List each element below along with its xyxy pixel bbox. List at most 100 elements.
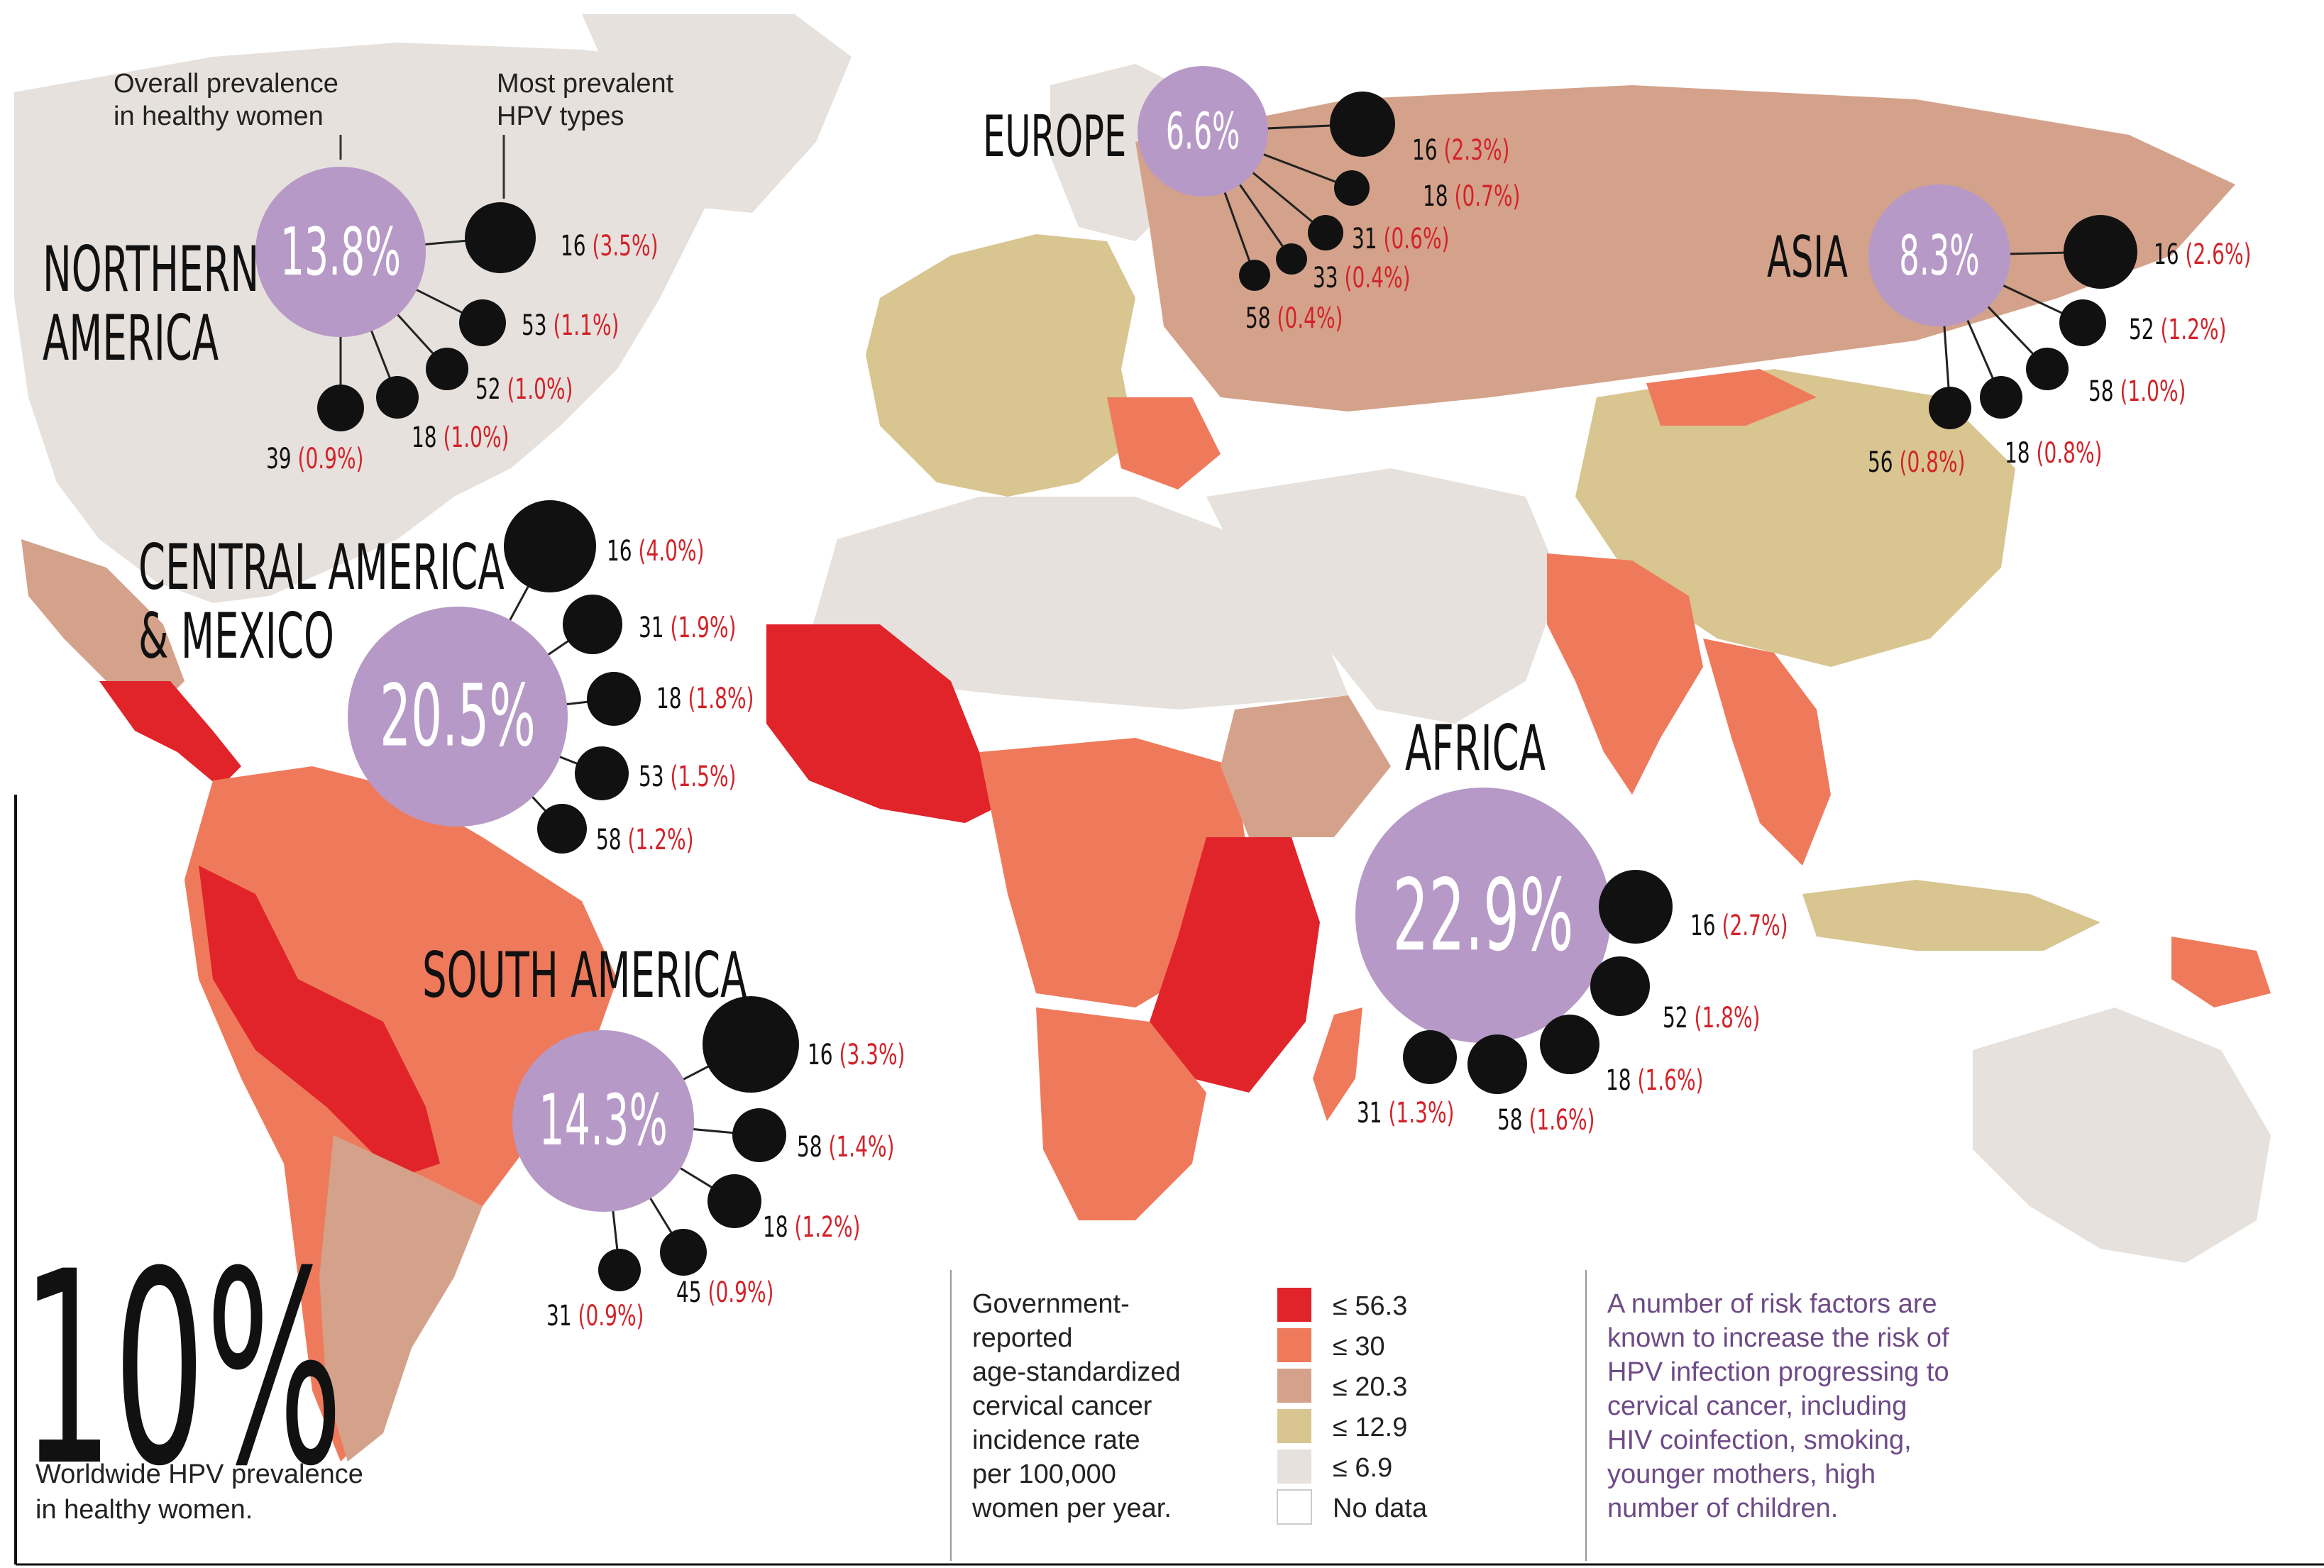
hpv-type-dot [587, 672, 641, 726]
hpv-type-dot [1239, 260, 1270, 291]
hpv-type-dot [1590, 956, 1650, 1016]
land-india [1547, 553, 1703, 795]
hpv-type-label: 58 (1.2%) [596, 824, 693, 856]
legend-swatch [1277, 1409, 1311, 1443]
hpv-type-percent: (0.6%) [1384, 223, 1450, 255]
hpv-type-dot [1308, 215, 1343, 250]
hpv-type-percent: (2.3%) [1444, 134, 1510, 167]
hpv-type-percent: (1.3%) [1389, 1097, 1455, 1130]
hpv-type-percent: (0.4%) [1277, 302, 1343, 335]
worldwide-prevalence-label: Worldwide HPV prevalence in healthy wome… [35, 1459, 363, 1525]
hpv-type-number: 16 [808, 1039, 839, 1071]
hpv-type-label: 58 (1.0%) [2088, 375, 2186, 408]
land-mexico [21, 539, 185, 710]
annotation-most-prevalent: Most prevalent HPV types [497, 69, 674, 131]
hpv-type-dot [563, 595, 622, 654]
land-eastern-europe [1107, 397, 1221, 490]
prevalence-value: 14.3% [539, 1080, 667, 1161]
hpv-type-label: 53 (1.5%) [639, 761, 736, 793]
land-mongolia [1646, 369, 1817, 426]
hpv-type-number: 58 [1497, 1104, 1529, 1137]
legend-title-line: reported [972, 1323, 1073, 1353]
hpv-type-percent: (1.2%) [795, 1211, 861, 1244]
prevalence-value: 22.9% [1392, 858, 1573, 973]
hpv-type-percent: (3.3%) [839, 1039, 905, 1071]
land-horn-africa [1221, 695, 1391, 837]
risk-note-line: cervical cancer, including [1607, 1391, 1907, 1421]
annotation-overall-prevalence-line1: Overall prevalence [114, 69, 338, 99]
hpv-type-number: 31 [546, 1300, 578, 1332]
hpv-type-percent: (1.9%) [671, 612, 737, 644]
hpv-type-dot [1980, 376, 2022, 419]
hpv-type-percent: (1.2%) [628, 824, 694, 856]
hpv-type-percent: (0.8%) [1900, 446, 1966, 479]
legend-title-line: Government- [972, 1289, 1130, 1319]
hpv-type-dot [1540, 1015, 1599, 1074]
worldwide-prevalence-value: 10% [21, 1215, 343, 1525]
land-southern-africa [1036, 1007, 1206, 1220]
hpv-type-dot [703, 996, 799, 1093]
land-australia [1973, 1007, 2271, 1263]
prevalence-circle [1138, 66, 1268, 197]
risk-note-line: younger mothers, high [1607, 1459, 1876, 1489]
hpv-type-percent: (1.0%) [2120, 375, 2186, 408]
hpv-type-label: 18 (1.0%) [412, 421, 509, 454]
hpv-type-number: 18 [2005, 437, 2037, 470]
legend-swatch [1277, 1288, 1311, 1322]
risk-note-line: A number of risk factors are [1607, 1289, 1937, 1319]
hpv-type-dot [459, 299, 506, 346]
region-name: CENTRAL AMERICA [138, 531, 505, 604]
land-russia [1135, 85, 2235, 412]
hpv-type-dot [1403, 1030, 1457, 1084]
annotation-overall-prevalence: Overall prevalence in healthy women [114, 69, 338, 131]
land-papua [2171, 937, 2271, 1007]
hpv-type-percent: (1.1%) [554, 309, 619, 342]
land-east-africa [1150, 837, 1320, 1093]
prevalence-circle [1868, 184, 2010, 326]
hpv-type-number: 33 [1313, 262, 1345, 294]
land-indonesia [1802, 880, 2100, 951]
hpv-type-percent: (2.7%) [1722, 910, 1788, 942]
hpv-type-dot [1334, 170, 1370, 206]
legend-label: ≤ 12.9 [1333, 1413, 1407, 1442]
hpv-type-number: 56 [1868, 446, 1900, 479]
prevalence-value: 13.8% [280, 214, 401, 290]
annotation-most-prevalent-line2: HPV types [497, 101, 624, 131]
hpv-type-number: 18 [656, 683, 688, 715]
hpv-type-label: 52 (1.2%) [2129, 314, 2226, 346]
hpv-type-number: 31 [1352, 223, 1384, 255]
hpv-type-dot [504, 500, 596, 592]
hpv-type-label: 58 (1.6%) [1497, 1104, 1595, 1137]
hpv-type-percent: (1.4%) [829, 1131, 895, 1164]
prevalence-circle [348, 607, 568, 827]
region-name: & MEXICO [138, 600, 334, 673]
hpv-type-number: 53 [639, 761, 671, 793]
legend-title-line: cervical cancer [972, 1391, 1152, 1421]
hpv-type-label: 16 (3.5%) [561, 230, 658, 263]
hpv-type-number: 45 [676, 1276, 708, 1309]
region-europe: 6.6%EUROPE 16 (2.3%)18 (0.7%)31 (0.6%)33 … [983, 66, 1520, 335]
land-europe-west [866, 234, 1135, 497]
hpv-type-dot [465, 202, 536, 273]
hpv-type-label: 31 (1.3%) [1357, 1097, 1454, 1130]
hpv-type-percent: (1.6%) [1529, 1104, 1595, 1137]
hpv-type-number: 18 [763, 1211, 795, 1244]
legend-swatch [1277, 1489, 1312, 1525]
hpv-type-label: 52 (1.8%) [1663, 1002, 1760, 1034]
prevalence-circle [1355, 788, 1611, 1043]
hpv-type-label: 39 (0.9%) [266, 443, 363, 475]
worldwide-label-line2: in healthy women. [35, 1495, 253, 1525]
legend-title-line: incidence rate [972, 1425, 1140, 1455]
hpv-type-number: 18 [412, 421, 444, 454]
legend-swatch [1277, 1450, 1311, 1484]
legend-label: No data [1333, 1494, 1428, 1523]
hpv-type-number: 18 [1423, 180, 1455, 213]
legend-swatch [1277, 1369, 1311, 1403]
land-central-america [99, 681, 241, 788]
prevalence-value: 8.3% [1899, 223, 1979, 288]
hpv-type-dot [2064, 215, 2137, 289]
hpv-type-label: 31 (0.6%) [1352, 223, 1449, 255]
hpv-type-percent: (0.9%) [578, 1300, 644, 1332]
legend-title: Government-reported age-standardized cervi… [971, 1289, 1181, 1523]
